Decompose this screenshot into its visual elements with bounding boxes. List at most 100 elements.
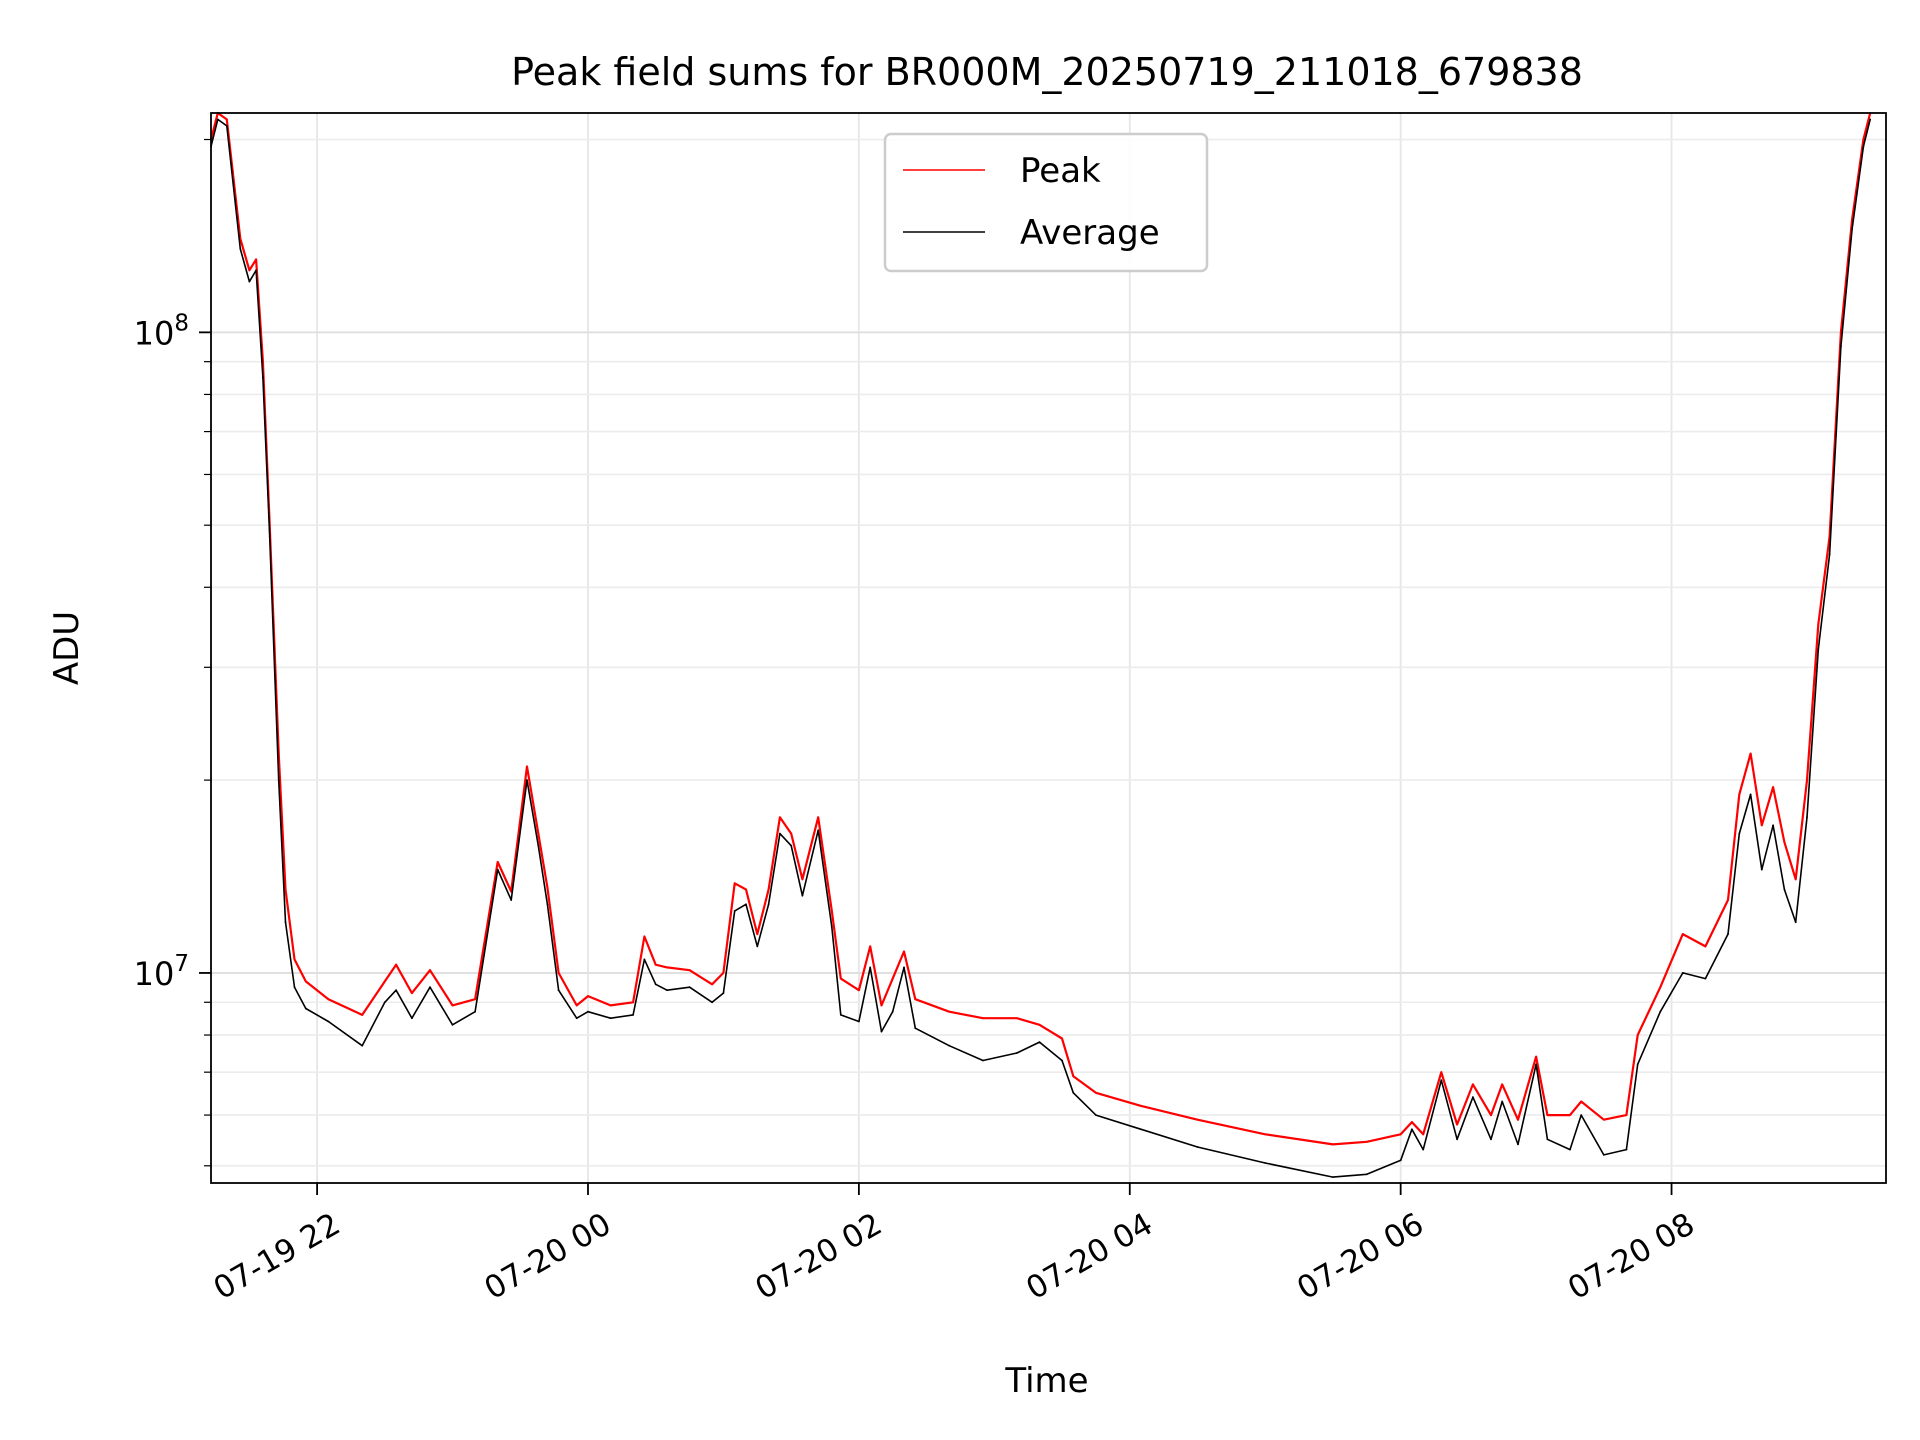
- data-point-average: [1749, 793, 1752, 796]
- data-point-average: [395, 989, 397, 992]
- data-point-average: [1332, 1176, 1334, 1178]
- data-point-average: [304, 1007, 307, 1010]
- data-point-average: [451, 1023, 454, 1026]
- data-point-average: [779, 832, 781, 835]
- data-point-peak: [429, 969, 431, 972]
- data-point-peak: [756, 933, 759, 935]
- data-point-peak: [745, 888, 747, 891]
- data-point-peak: [1501, 1083, 1504, 1086]
- data-point-average: [666, 989, 668, 992]
- data-point-average: [688, 986, 691, 989]
- data-point-average: [1738, 832, 1741, 835]
- data-point-peak: [411, 992, 413, 994]
- data-point-average: [1456, 1138, 1458, 1141]
- data-point-average: [1772, 824, 1774, 827]
- data-point-peak: [1602, 1118, 1605, 1121]
- data-point-peak: [1772, 786, 1774, 789]
- y-tick-label: 107: [134, 951, 189, 993]
- data-point-peak: [688, 969, 691, 972]
- data-point-average: [1422, 1148, 1425, 1151]
- data-point-peak: [643, 935, 646, 938]
- data-point-average: [1061, 1059, 1063, 1062]
- data-point-peak: [1332, 1143, 1334, 1146]
- data-point-peak: [1783, 841, 1786, 844]
- data-point-average: [982, 1059, 984, 1062]
- data-point-peak: [361, 1014, 364, 1016]
- data-point-peak: [1659, 986, 1662, 989]
- data-point-average: [1196, 1146, 1199, 1148]
- data-point-average: [1490, 1138, 1492, 1141]
- data-point-average: [1440, 1079, 1443, 1082]
- data-point-peak: [1061, 1037, 1063, 1040]
- data-point-peak: [830, 910, 833, 912]
- data-point-average: [948, 1044, 951, 1047]
- data-point-average: [1016, 1052, 1018, 1054]
- data-point-average: [262, 376, 264, 379]
- data-point-average: [225, 125, 228, 127]
- data-point-average: [1399, 1159, 1402, 1162]
- data-point-average: [1869, 118, 1872, 121]
- data-point-peak: [632, 1001, 634, 1004]
- data-point-peak: [1535, 1055, 1537, 1058]
- y-axis-label: ADU: [47, 611, 87, 685]
- legend-label-peak: Peak: [1020, 151, 1101, 191]
- data-point-average: [1794, 921, 1797, 924]
- data-point-average: [767, 903, 770, 906]
- data-point-peak: [1806, 779, 1808, 781]
- data-point-peak: [1365, 1140, 1368, 1143]
- data-point-average: [1817, 648, 1820, 651]
- data-point-peak: [767, 888, 770, 891]
- data-point-peak: [880, 1004, 883, 1007]
- data-point-average: [869, 966, 872, 969]
- data-point-peak: [858, 989, 860, 992]
- y-tick-label: 108: [134, 310, 189, 352]
- data-point-average: [1411, 1128, 1413, 1131]
- data-point-average: [1472, 1096, 1474, 1098]
- data-point-average: [1072, 1091, 1075, 1094]
- data-point-average: [284, 921, 287, 924]
- data-point-average: [1365, 1173, 1368, 1176]
- data-point-peak: [654, 963, 657, 966]
- data-point-average: [914, 1027, 917, 1030]
- legend-box: [883, 132, 1209, 273]
- data-point-peak: [451, 1004, 454, 1007]
- data-point-peak: [255, 258, 257, 261]
- data-point-average: [1727, 933, 1729, 935]
- data-point-average: [248, 280, 251, 283]
- data-point-average: [643, 958, 646, 961]
- data-point-peak: [1681, 933, 1684, 935]
- data-point-average: [1517, 1143, 1519, 1146]
- data-point-average: [1704, 977, 1707, 980]
- data-point-peak: [575, 1004, 578, 1007]
- data-point-peak: [1636, 1034, 1639, 1036]
- data-point-peak: [914, 998, 917, 1001]
- data-point-average: [1569, 1148, 1571, 1151]
- data-point-peak: [1862, 138, 1865, 141]
- data-point-peak: [903, 950, 905, 953]
- data-point-peak: [1580, 1100, 1583, 1103]
- data-point-peak: [982, 1017, 984, 1020]
- data-point-peak: [1456, 1123, 1458, 1126]
- data-point-peak: [383, 980, 386, 983]
- data-point-average: [1546, 1138, 1549, 1141]
- plot-area: [209, 111, 1872, 1178]
- data-point-peak: [225, 118, 228, 121]
- data-point-average: [1038, 1041, 1041, 1043]
- data-point-average: [1602, 1154, 1605, 1156]
- data-point-average: [880, 1030, 883, 1033]
- data-point-average: [537, 844, 540, 847]
- data-point-average: [216, 118, 219, 121]
- data-point-average: [830, 926, 833, 928]
- data-point-peak: [817, 816, 820, 819]
- data-point-average: [557, 989, 560, 992]
- data-point-average: [839, 1014, 842, 1016]
- data-point-average: [255, 269, 257, 272]
- data-point-peak: [1738, 793, 1741, 796]
- data-point-average: [1580, 1114, 1583, 1116]
- data-point-peak: [801, 878, 804, 881]
- data-point-average: [733, 910, 736, 912]
- data-point-peak: [1840, 331, 1842, 334]
- chart-title: Peak field sums for BR000M_20250719_2110…: [511, 50, 1583, 94]
- legend: Peak Average: [883, 132, 1209, 273]
- data-point-peak: [1399, 1133, 1402, 1136]
